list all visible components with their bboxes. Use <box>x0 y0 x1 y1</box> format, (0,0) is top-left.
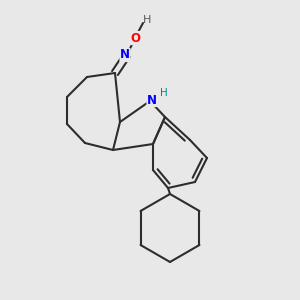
Text: N: N <box>120 49 130 62</box>
Text: O: O <box>130 32 140 44</box>
Text: H: H <box>143 15 151 25</box>
Text: H: H <box>160 88 168 98</box>
Text: N: N <box>147 94 157 106</box>
